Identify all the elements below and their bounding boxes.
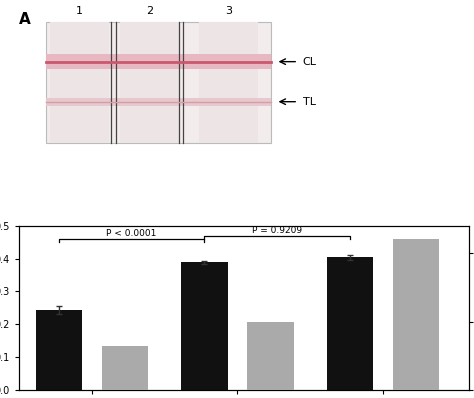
Bar	[120, 21, 179, 143]
Bar	[199, 21, 258, 143]
Text: 1: 1	[76, 6, 83, 16]
Bar	[46, 98, 271, 106]
Text: TL: TL	[303, 97, 316, 107]
Bar	[46, 54, 271, 69]
Text: 2: 2	[146, 6, 153, 16]
Text: P < 0.0001: P < 0.0001	[106, 229, 157, 238]
Text: CL: CL	[303, 57, 317, 66]
Bar	[102, 346, 148, 390]
Bar	[393, 239, 439, 390]
Bar	[51, 21, 109, 143]
Text: A: A	[19, 12, 31, 27]
Bar	[36, 310, 82, 390]
Text: P = 0.9209: P = 0.9209	[252, 226, 302, 235]
Text: 3: 3	[225, 6, 232, 16]
Bar	[247, 322, 294, 390]
Bar	[181, 262, 228, 390]
Bar	[327, 257, 373, 390]
Bar	[46, 21, 271, 143]
